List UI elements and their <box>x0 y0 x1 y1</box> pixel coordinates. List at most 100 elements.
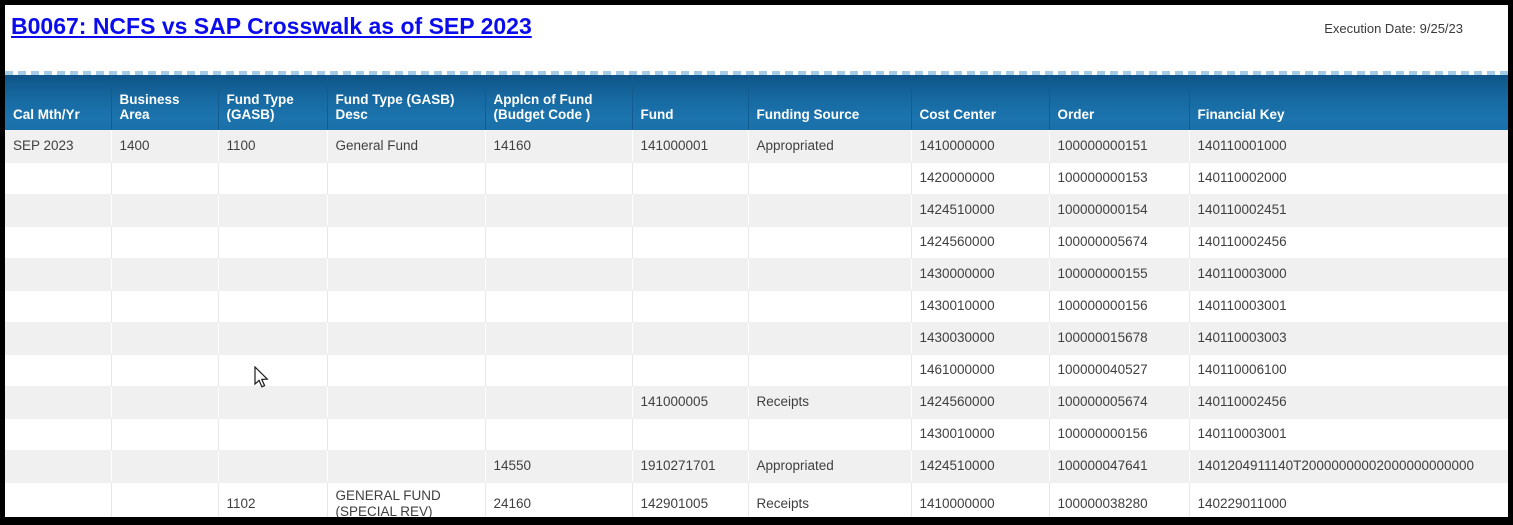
cell-applcn-of-fund <box>485 258 633 291</box>
cell-business-area <box>111 482 219 517</box>
cell-business-area <box>111 226 219 259</box>
cell-funding-source <box>748 194 912 227</box>
column-header-financial-key: Financial Key <box>1188 75 1508 130</box>
cell-fund-type-gasb-desc <box>327 194 486 227</box>
cell-fund <box>632 162 749 195</box>
cell-fund-type-gasb: 1100 <box>218 130 328 163</box>
cell-funding-source <box>748 290 912 323</box>
table-row: 1430000000 100000000155 140110003000 <box>5 258 1508 291</box>
cell-applcn-of-fund: 14550 <box>485 450 633 483</box>
cell-fund <box>632 258 749 291</box>
cell-cost-center: 1424560000 <box>911 386 1050 419</box>
cell-fund: 1910271701 <box>632 450 749 483</box>
cell-funding-source <box>748 226 912 259</box>
table-row: 1424510000 100000000154 140110002451 <box>5 194 1508 227</box>
cell-applcn-of-fund <box>485 354 633 387</box>
cell-financial-key: 140110003003 <box>1189 322 1508 355</box>
cell-fund-type-gasb-desc <box>327 354 486 387</box>
cell-fund-type-gasb <box>218 258 328 291</box>
cell-fund-type-gasb-desc <box>327 290 486 323</box>
cell-fund-type-gasb-desc <box>327 418 486 451</box>
column-header-fund-type-gasb-desc: Fund Type (GASB) Desc <box>326 75 485 130</box>
cell-fund <box>632 290 749 323</box>
cell-cost-center: 1424560000 <box>911 226 1050 259</box>
cell-cost-center: 1424510000 <box>911 450 1050 483</box>
table-row: 1430010000 100000000156 140110003001 <box>5 290 1508 323</box>
cell-fund-type-gasb <box>218 418 328 451</box>
cell-financial-key: 140110006100 <box>1189 354 1508 387</box>
cell-cost-center: 1410000000 <box>911 482 1050 517</box>
cell-financial-key: 140110003001 <box>1189 418 1508 451</box>
cell-fund-type-gasb <box>218 226 328 259</box>
cell-cal-mth-yr: SEP 2023 <box>5 130 112 163</box>
cell-cal-mth-yr <box>5 418 112 451</box>
cell-fund <box>632 418 749 451</box>
cell-cal-mth-yr <box>5 482 112 517</box>
cell-funding-source: Receipts <box>748 482 912 517</box>
cell-fund-type-gasb <box>218 450 328 483</box>
cell-business-area <box>111 354 219 387</box>
cell-fund <box>632 226 749 259</box>
cell-order: 100000005674 <box>1049 226 1190 259</box>
cell-cal-mth-yr <box>5 194 112 227</box>
cell-order: 100000000156 <box>1049 290 1190 323</box>
table-row: 1430030000 100000015678 140110003003 <box>5 322 1508 355</box>
cell-funding-source <box>748 162 912 195</box>
cell-applcn-of-fund: 24160 <box>485 482 633 517</box>
column-header-funding-source: Funding Source <box>747 75 911 130</box>
cell-business-area <box>111 258 219 291</box>
cell-applcn-of-fund <box>485 194 633 227</box>
cell-business-area <box>111 418 219 451</box>
cell-funding-source <box>748 418 912 451</box>
execution-date-label: Execution Date: 9/25/23 <box>1324 21 1463 36</box>
table-row: 14550 1910271701 Appropriated 1424510000 100… <box>5 450 1508 483</box>
table-row: 1430010000 100000000156 140110003001 <box>5 418 1508 451</box>
cell-business-area <box>111 162 219 195</box>
cell-applcn-of-fund <box>485 322 633 355</box>
cell-fund-type-gasb <box>218 162 328 195</box>
cell-funding-source <box>748 258 912 291</box>
cell-cost-center: 1430030000 <box>911 322 1050 355</box>
cell-fund <box>632 322 749 355</box>
cell-funding-source <box>748 354 912 387</box>
cell-fund-type-gasb <box>218 194 328 227</box>
cell-fund-type-gasb-desc <box>327 322 486 355</box>
cell-order: 100000000154 <box>1049 194 1190 227</box>
cell-applcn-of-fund: 14160 <box>485 130 633 163</box>
cell-cal-mth-yr <box>5 226 112 259</box>
column-header-cal-mth-yr: Cal Mth/Yr <box>5 75 111 130</box>
cell-business-area: 1400 <box>111 130 219 163</box>
cell-applcn-of-fund <box>485 386 633 419</box>
cell-fund-type-gasb-desc: General Fund <box>327 130 486 163</box>
report-title-link[interactable]: B0067: NCFS vs SAP Crosswalk as of SEP 2… <box>11 13 532 39</box>
cell-financial-key: 1401204911140T20000000002000000000000 <box>1189 450 1508 483</box>
table-row: SEP 2023 1400 1100 General Fund 14160 1410000… <box>5 130 1508 163</box>
cell-order: 100000000153 <box>1049 162 1190 195</box>
cell-cost-center: 1420000000 <box>911 162 1050 195</box>
cell-fund-type-gasb <box>218 290 328 323</box>
cell-order: 100000000155 <box>1049 258 1190 291</box>
cell-funding-source: Appropriated <box>748 450 912 483</box>
cell-business-area <box>111 386 219 419</box>
cell-cal-mth-yr <box>5 290 112 323</box>
cell-order: 100000005674 <box>1049 386 1190 419</box>
cell-business-area <box>111 194 219 227</box>
cell-order: 100000040527 <box>1049 354 1190 387</box>
cell-funding-source: Receipts <box>748 386 912 419</box>
column-header-cost-center: Cost Center <box>910 75 1049 130</box>
cell-cal-mth-yr <box>5 258 112 291</box>
cell-applcn-of-fund <box>485 290 633 323</box>
cell-fund: 141000001 <box>632 130 749 163</box>
cell-cost-center: 1430010000 <box>911 418 1050 451</box>
table-header-row: Cal Mth/Yr Business Area Fund Type (GASB) F… <box>5 75 1508 130</box>
cell-business-area <box>111 322 219 355</box>
cell-financial-key: 140110002456 <box>1189 226 1508 259</box>
crosswalk-table: Cal Mth/Yr Business Area Fund Type (GASB) F… <box>5 75 1508 517</box>
cell-fund <box>632 194 749 227</box>
table-row: 1420000000 100000000153 140110002000 <box>5 162 1508 195</box>
cell-funding-source <box>748 322 912 355</box>
cell-cal-mth-yr <box>5 162 112 195</box>
cell-financial-key: 140110002456 <box>1189 386 1508 419</box>
cell-funding-source: Appropriated <box>748 130 912 163</box>
